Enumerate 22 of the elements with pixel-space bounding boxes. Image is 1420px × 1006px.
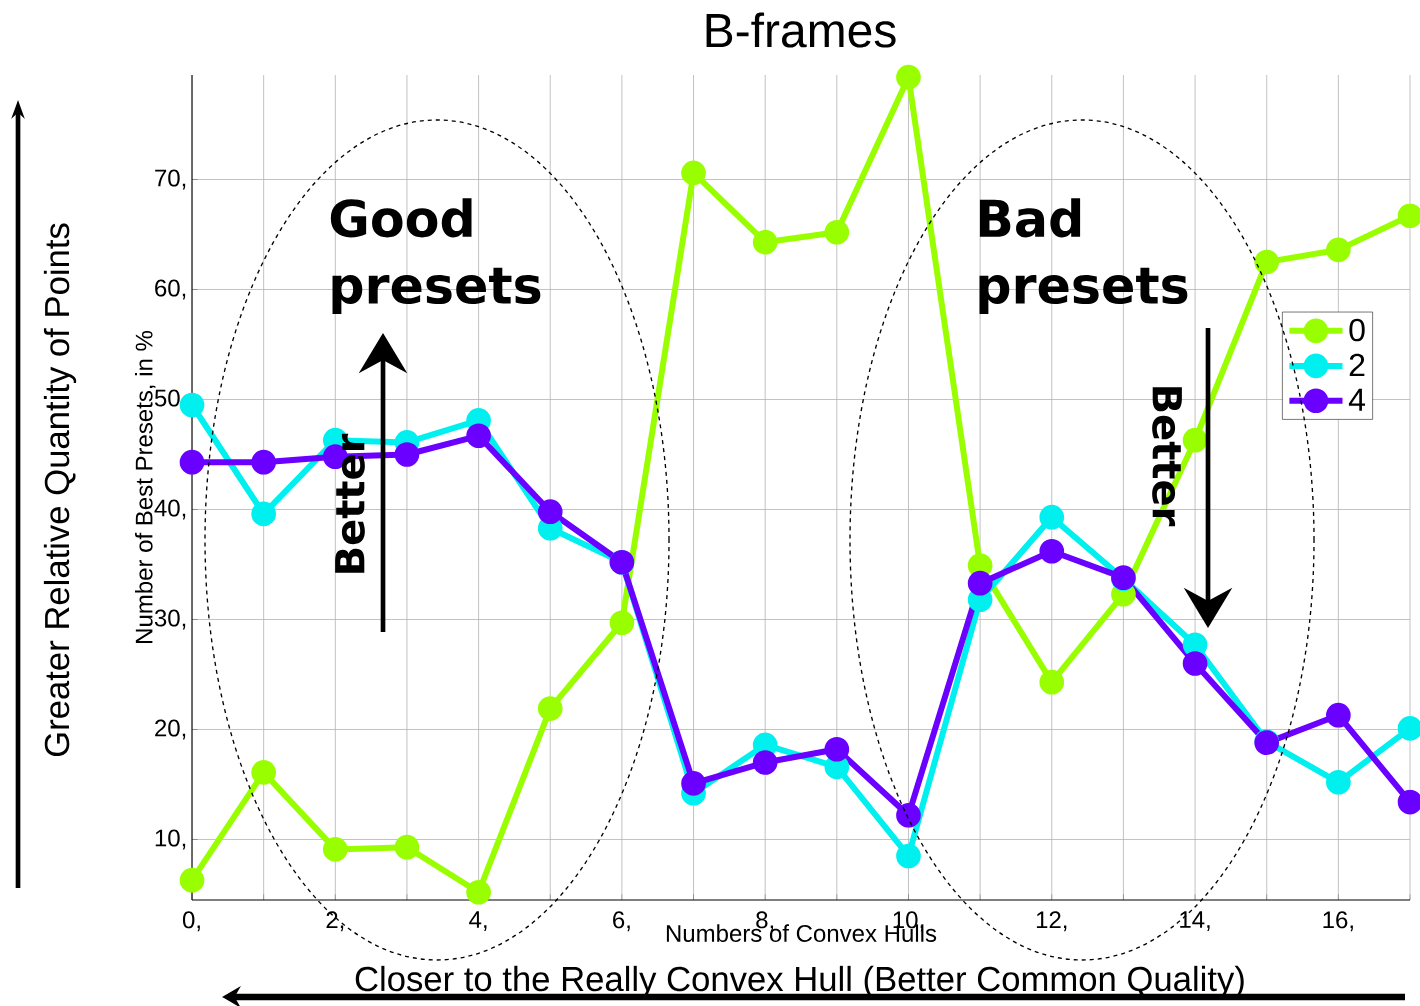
legend-label: 4: [1348, 388, 1366, 411]
chart-title: B-frames: [706, 12, 896, 48]
x-tick-label: 14,: [1180, 911, 1210, 931]
legend-label: 0: [1349, 318, 1365, 342]
y-tick-label: 20,: [155, 719, 186, 740]
annotation: Bad presets: [979, 198, 1188, 314]
x-tick-label: 2,: [326, 911, 344, 932]
legend-label: 2: [1349, 353, 1365, 377]
y-tick-label: 30,: [154, 609, 186, 630]
x-tick-label: 4,: [469, 911, 487, 931]
x-tick-label: 12,: [1036, 911, 1067, 932]
y-tick-label: 60,: [155, 279, 186, 300]
y-tick-label: 70,: [155, 169, 186, 190]
x-tick-label: 6,: [613, 911, 630, 932]
annotation: Better: [1152, 387, 1182, 527]
x-tick-label: 0,: [182, 911, 200, 932]
x-tick-label: 16,: [1323, 911, 1353, 932]
y-tick-label: 40,: [154, 499, 186, 520]
text: Greater Relative Quantity of Points: [43, 223, 77, 757]
annotation: Better: [335, 433, 365, 573]
annotation: Good presets: [330, 198, 541, 314]
y-tick-label: 10,: [155, 829, 186, 850]
